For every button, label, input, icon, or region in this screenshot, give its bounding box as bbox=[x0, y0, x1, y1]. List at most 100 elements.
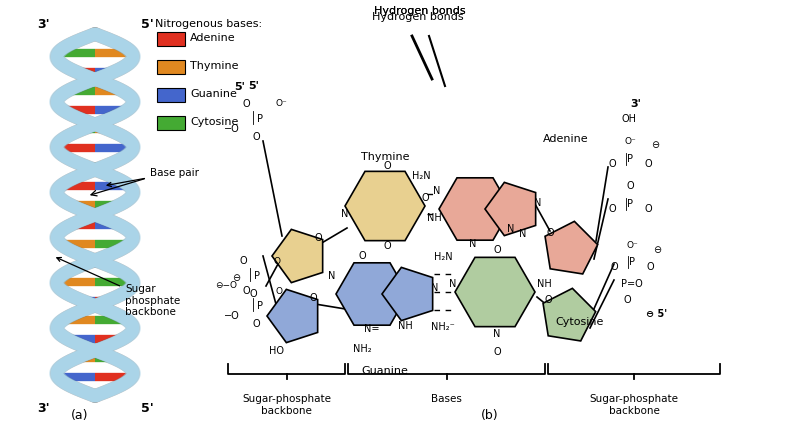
Text: O: O bbox=[383, 241, 391, 251]
Text: Sugar-phosphate
backbone: Sugar-phosphate backbone bbox=[590, 394, 678, 416]
Text: O: O bbox=[276, 286, 283, 296]
Polygon shape bbox=[272, 230, 322, 283]
Polygon shape bbox=[336, 263, 408, 325]
Bar bbox=[157, 32, 185, 46]
Polygon shape bbox=[267, 289, 318, 342]
Polygon shape bbox=[485, 182, 536, 236]
Text: O: O bbox=[493, 245, 501, 255]
Text: NH₂: NH₂ bbox=[353, 344, 371, 354]
Text: P=O: P=O bbox=[621, 279, 643, 289]
Text: Nitrogenous bases:: Nitrogenous bases: bbox=[155, 19, 262, 29]
Polygon shape bbox=[345, 171, 425, 240]
Text: O: O bbox=[239, 256, 247, 266]
Text: NH: NH bbox=[427, 213, 442, 223]
Text: N: N bbox=[328, 271, 336, 281]
Text: N: N bbox=[507, 224, 514, 234]
Text: O: O bbox=[644, 159, 652, 169]
Text: O: O bbox=[421, 193, 429, 203]
Text: ⊖: ⊖ bbox=[653, 245, 661, 255]
Text: (a): (a) bbox=[71, 410, 89, 423]
Text: Bases: Bases bbox=[431, 394, 462, 404]
Text: N: N bbox=[519, 229, 526, 239]
Text: O: O bbox=[252, 132, 260, 142]
Text: N: N bbox=[534, 198, 542, 208]
Text: O: O bbox=[544, 295, 552, 305]
Text: N: N bbox=[470, 239, 477, 249]
Text: −O: −O bbox=[224, 311, 240, 321]
Text: 3': 3' bbox=[37, 401, 50, 414]
Text: O: O bbox=[608, 204, 616, 214]
Text: ⊖−O: ⊖−O bbox=[215, 282, 237, 290]
Text: NH: NH bbox=[537, 279, 552, 289]
Bar bbox=[157, 60, 185, 74]
Text: Guanine: Guanine bbox=[190, 89, 237, 99]
Text: Adenine: Adenine bbox=[190, 33, 236, 43]
Text: O⁻: O⁻ bbox=[626, 241, 638, 250]
Text: P: P bbox=[627, 199, 633, 209]
Text: P: P bbox=[257, 114, 263, 124]
Text: Cytosine: Cytosine bbox=[555, 317, 603, 327]
Text: H₂N: H₂N bbox=[434, 252, 452, 262]
Text: O⁻: O⁻ bbox=[276, 99, 288, 108]
Bar bbox=[157, 116, 185, 130]
Text: ⊖ 5': ⊖ 5' bbox=[646, 309, 667, 319]
Text: O: O bbox=[314, 233, 322, 243]
Text: −O: −O bbox=[224, 124, 240, 134]
Text: O: O bbox=[273, 256, 280, 266]
Text: ⊖: ⊖ bbox=[232, 273, 240, 283]
Polygon shape bbox=[439, 178, 511, 240]
Text: O: O bbox=[493, 347, 501, 357]
Text: O: O bbox=[252, 319, 260, 329]
Text: Hydrogen bonds: Hydrogen bonds bbox=[372, 12, 464, 22]
Text: Hydrogen bonds: Hydrogen bonds bbox=[374, 6, 466, 36]
Text: O⁻: O⁻ bbox=[624, 137, 636, 145]
Text: 3': 3' bbox=[37, 17, 50, 30]
Polygon shape bbox=[545, 221, 598, 274]
Text: O: O bbox=[383, 161, 391, 171]
Text: P: P bbox=[627, 154, 633, 164]
Text: 5': 5' bbox=[248, 81, 259, 91]
Text: O: O bbox=[626, 181, 634, 191]
Text: Sugar
phosphate
backbone: Sugar phosphate backbone bbox=[57, 257, 180, 317]
Text: P: P bbox=[254, 271, 260, 281]
Text: 5': 5' bbox=[141, 401, 154, 414]
Text: O: O bbox=[242, 99, 250, 109]
Text: Cytosine: Cytosine bbox=[190, 117, 238, 127]
Polygon shape bbox=[382, 267, 433, 321]
Text: 3': 3' bbox=[630, 99, 641, 109]
Text: HO: HO bbox=[270, 346, 285, 356]
Text: N=: N= bbox=[364, 324, 380, 334]
Text: Thymine: Thymine bbox=[361, 152, 410, 162]
Text: N: N bbox=[450, 279, 457, 289]
Text: O: O bbox=[623, 295, 631, 305]
Text: O: O bbox=[546, 228, 554, 238]
Text: O: O bbox=[358, 251, 366, 261]
Bar bbox=[157, 88, 185, 102]
Text: N: N bbox=[494, 329, 501, 339]
Text: NH₂⁻: NH₂⁻ bbox=[431, 322, 455, 332]
Text: 5': 5' bbox=[234, 82, 245, 92]
Text: Sugar-phosphate
backbone: Sugar-phosphate backbone bbox=[242, 394, 331, 416]
Text: Guanine: Guanine bbox=[362, 366, 409, 376]
Text: O: O bbox=[309, 293, 317, 303]
Text: O: O bbox=[646, 262, 654, 272]
Text: Hydrogen bonds: Hydrogen bonds bbox=[374, 6, 466, 16]
Text: OH: OH bbox=[622, 114, 637, 124]
Text: O: O bbox=[242, 286, 250, 296]
Text: N: N bbox=[431, 283, 438, 293]
Text: ⊖: ⊖ bbox=[651, 140, 659, 150]
Text: P: P bbox=[257, 301, 263, 311]
Text: O: O bbox=[644, 204, 652, 214]
Text: Base pair: Base pair bbox=[107, 168, 199, 187]
Polygon shape bbox=[543, 288, 596, 341]
Text: O: O bbox=[610, 262, 618, 272]
Polygon shape bbox=[455, 257, 535, 327]
Text: 5': 5' bbox=[141, 17, 154, 30]
Text: O: O bbox=[249, 289, 257, 299]
Text: Thymine: Thymine bbox=[190, 61, 238, 71]
Text: NH: NH bbox=[398, 321, 412, 331]
Text: Adenine: Adenine bbox=[543, 134, 589, 144]
Text: O: O bbox=[608, 159, 616, 169]
Text: H₂N: H₂N bbox=[412, 171, 430, 181]
Text: N: N bbox=[342, 209, 349, 219]
